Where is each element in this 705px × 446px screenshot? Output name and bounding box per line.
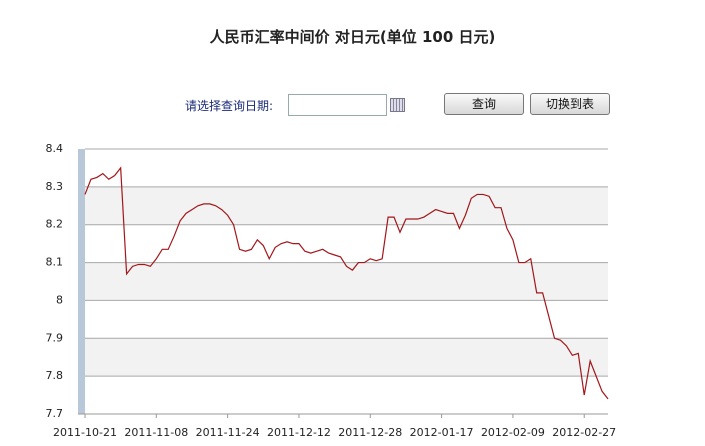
- y-tick-label: 7.7: [46, 407, 64, 420]
- x-tick-label: 2011-12-12: [267, 426, 331, 439]
- query-button[interactable]: 查询: [444, 93, 524, 115]
- x-tick-label: 2011-11-08: [124, 426, 188, 439]
- plot-band: [85, 224, 608, 263]
- toggle-button[interactable]: 切换到表: [530, 93, 610, 115]
- y-tick-label: 8.2: [46, 218, 64, 231]
- plot-band: [85, 186, 608, 225]
- calendar-icon[interactable]: [390, 98, 405, 112]
- x-tick-label: 2012-01-17: [410, 426, 474, 439]
- date-label: 请选择查询日期:: [185, 99, 274, 113]
- x-tick-label: 2011-12-28: [338, 426, 402, 439]
- y-tick-label: 7.9: [46, 331, 64, 344]
- date-input[interactable]: [288, 94, 387, 116]
- axis-strip: [78, 149, 85, 414]
- plot-band: [85, 300, 608, 339]
- y-tick-label: 8.1: [46, 256, 64, 269]
- x-tick-label: 2011-11-24: [196, 426, 260, 439]
- y-tick-label: 7.8: [46, 369, 64, 382]
- plot-band: [85, 149, 608, 187]
- plot-band: [85, 338, 608, 377]
- y-tick-label: 8.4: [46, 142, 64, 155]
- plot-band: [85, 376, 608, 414]
- chart-title: 人民币汇率中间价 对日元(单位 100 日元): [209, 28, 496, 46]
- x-tick-label: 2012-02-09: [481, 426, 545, 439]
- y-tick-label: 8.3: [46, 180, 64, 193]
- x-tick-label: 2011-10-21: [53, 426, 117, 439]
- y-tick-label: 8: [56, 293, 63, 306]
- x-tick-label: 2012-02-27: [552, 426, 616, 439]
- plot-band: [85, 262, 608, 301]
- line-series: [84, 166, 609, 400]
